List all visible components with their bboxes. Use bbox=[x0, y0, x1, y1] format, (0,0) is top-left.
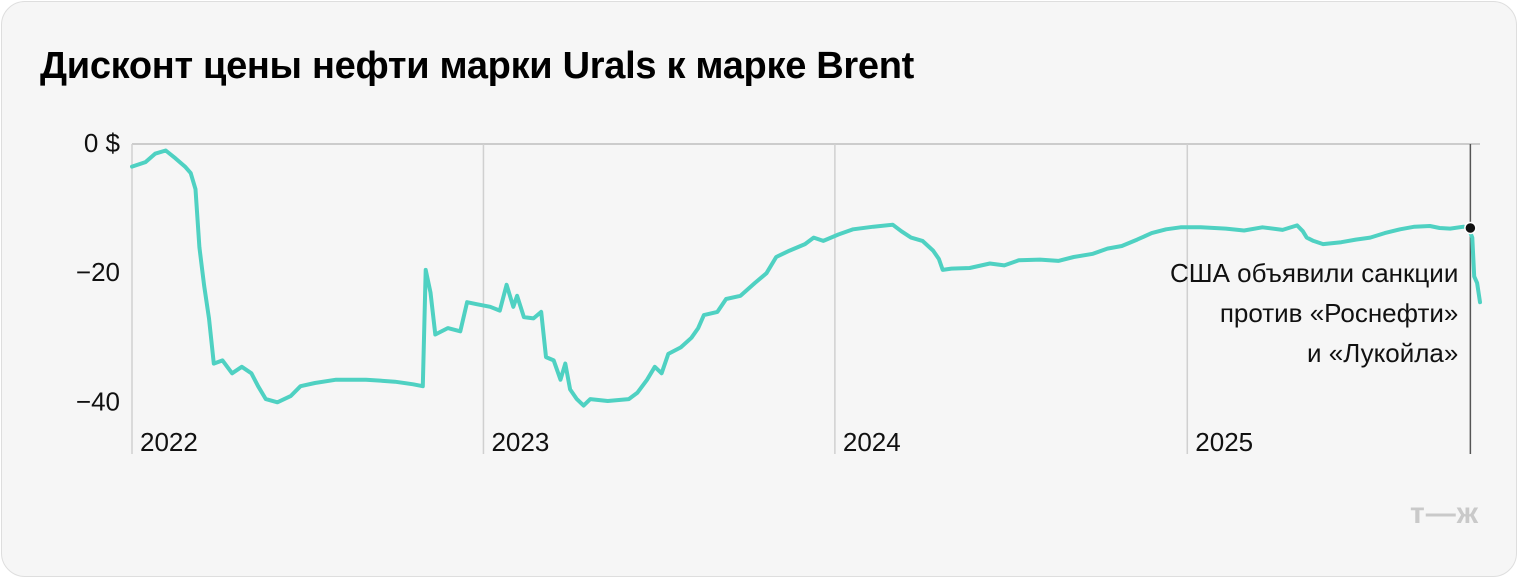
x-tick-label-2023: 2023 bbox=[491, 427, 549, 457]
y-tick-label: 0 $ bbox=[84, 128, 121, 158]
x-tick-label-2025: 2025 bbox=[1195, 427, 1253, 457]
annotation-text-line: против «Роснефти» bbox=[1220, 298, 1459, 328]
x-tick-label-2022: 2022 bbox=[140, 427, 198, 457]
x-tick-label-2024: 2024 bbox=[843, 427, 901, 457]
annotation-text-line: США объявили санкции bbox=[1170, 258, 1458, 288]
y-tick-label: −40 bbox=[76, 386, 120, 416]
brand-logo: т—ж bbox=[1410, 497, 1479, 530]
y-tick-label: −20 bbox=[76, 257, 120, 287]
annotation-marker bbox=[1464, 221, 1477, 235]
annotation-text-line: и «Лукойла» bbox=[1307, 338, 1458, 368]
chart-title: Дисконт цены нефти марки Urals к марке B… bbox=[40, 45, 915, 87]
series-line-0 bbox=[130, 148, 1482, 408]
